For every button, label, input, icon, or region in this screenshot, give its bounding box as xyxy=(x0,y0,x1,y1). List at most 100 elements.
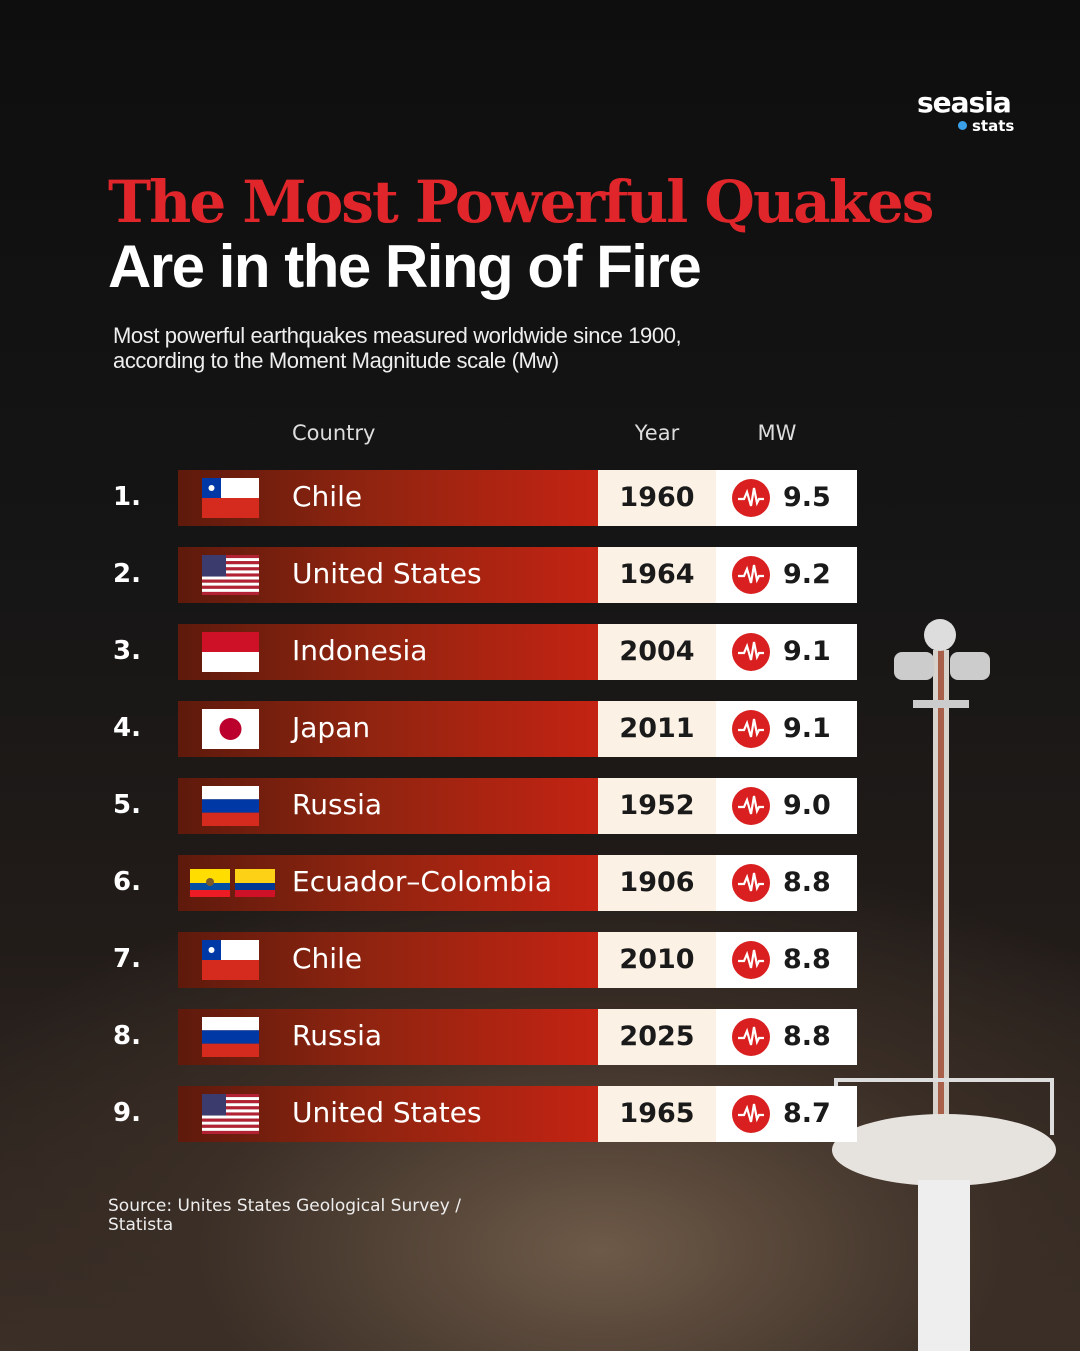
flag-part xyxy=(202,564,259,568)
icon-pulse xyxy=(738,949,764,969)
subtitle: according to the Moment Magnitude scale … xyxy=(113,348,559,373)
flag xyxy=(202,555,259,595)
flag-part xyxy=(202,1115,259,1119)
siren xyxy=(894,652,934,680)
flag-part xyxy=(202,1030,259,1044)
subtitle: Most powerful earthquakes measured world… xyxy=(113,323,682,348)
rank: 8. xyxy=(113,1021,141,1051)
title-line: Are in the Ring of Fire xyxy=(108,233,702,300)
year: 2010 xyxy=(598,932,716,988)
flag xyxy=(202,478,259,518)
country: Chile xyxy=(292,480,363,513)
quake-icon xyxy=(732,864,770,902)
flag-part xyxy=(202,555,259,559)
flag-part xyxy=(202,1103,259,1107)
icon-circle xyxy=(732,787,770,825)
country: Chile xyxy=(292,942,363,975)
flag-part xyxy=(190,890,230,897)
flag-part xyxy=(202,1124,259,1128)
flag-part xyxy=(208,485,215,491)
quake-icon xyxy=(732,941,770,979)
flag-part xyxy=(202,1100,259,1104)
year: 1906 xyxy=(598,855,716,911)
flag-cell xyxy=(202,709,259,753)
quake-icon xyxy=(732,710,770,748)
mw-cell: 8.8 xyxy=(716,1009,857,1065)
column-header: MW xyxy=(757,421,797,445)
flag-part xyxy=(202,1094,259,1098)
country: United States xyxy=(292,557,482,590)
country: Japan xyxy=(292,711,371,744)
flag xyxy=(202,940,259,980)
mw-cell: 8.8 xyxy=(716,932,857,988)
flag-part xyxy=(202,561,259,565)
icon-circle xyxy=(732,633,770,671)
icon-pulse xyxy=(738,1103,764,1123)
flag-part xyxy=(202,812,259,826)
source: Source: Unites States Geological Survey … xyxy=(108,1196,461,1216)
flag-part xyxy=(202,585,259,589)
magnitude: 8.8 xyxy=(783,944,831,975)
year: 2025 xyxy=(598,1009,716,1065)
flag-part xyxy=(190,869,230,883)
flag-part xyxy=(202,652,259,672)
icon-circle xyxy=(732,479,770,517)
flag-part xyxy=(219,718,242,740)
icon-pulse xyxy=(738,641,764,661)
source: Statista xyxy=(108,1215,174,1235)
tower-cable xyxy=(938,650,944,1130)
mw-cell: 9.5 xyxy=(716,470,857,526)
flag-part xyxy=(206,878,214,886)
flag-cell xyxy=(202,940,259,984)
quake-icon xyxy=(732,556,770,594)
quake-icon xyxy=(732,787,770,825)
magnitude: 9.1 xyxy=(783,636,831,667)
flag-cell xyxy=(202,478,259,522)
rank: 2. xyxy=(113,559,141,589)
flag-part xyxy=(202,1106,259,1110)
flag-cell xyxy=(202,1094,259,1138)
flag-part xyxy=(235,883,275,890)
mw-cell: 9.0 xyxy=(716,778,857,834)
flag-part xyxy=(202,1097,259,1101)
quake-icon xyxy=(732,479,770,517)
flag-part xyxy=(202,632,259,652)
tower-arm xyxy=(913,700,969,708)
flag-part xyxy=(202,1127,259,1131)
rank: 3. xyxy=(113,636,141,666)
flag-part xyxy=(202,799,259,813)
magnitude: 8.7 xyxy=(783,1098,831,1129)
flag-part xyxy=(208,947,215,953)
mw-cell: 8.7 xyxy=(716,1086,857,1142)
flag-cell xyxy=(202,1017,259,1061)
icon-pulse xyxy=(738,795,764,815)
flag xyxy=(202,709,259,749)
rank: 5. xyxy=(113,790,141,820)
flag-part xyxy=(202,1118,259,1122)
flag-part xyxy=(202,573,259,577)
title-line: The Most Powerful Quakes xyxy=(108,168,934,236)
country: Russia xyxy=(292,1019,383,1052)
flag-part xyxy=(202,1112,259,1116)
mw-cell: 9.2 xyxy=(716,547,857,603)
quake-icon xyxy=(732,1095,770,1133)
year: 2011 xyxy=(598,701,716,757)
flag-cell xyxy=(190,863,278,907)
rank: 7. xyxy=(113,944,141,974)
siren xyxy=(950,652,990,680)
mw-cell: 8.8 xyxy=(716,855,857,911)
year: 2004 xyxy=(598,624,716,680)
siren-tower xyxy=(832,619,1056,1351)
flag-cell xyxy=(202,555,259,599)
icon-pulse xyxy=(738,564,764,584)
flag-part xyxy=(202,588,259,592)
flag-part xyxy=(202,576,259,580)
column-header: Year xyxy=(634,421,680,445)
year: 1952 xyxy=(598,778,716,834)
brand-dot xyxy=(958,121,967,130)
flag-cell xyxy=(202,786,259,830)
flag-part xyxy=(202,1094,226,1116)
icon-circle xyxy=(732,864,770,902)
icon-pulse xyxy=(738,1026,764,1046)
flag xyxy=(202,1017,259,1057)
